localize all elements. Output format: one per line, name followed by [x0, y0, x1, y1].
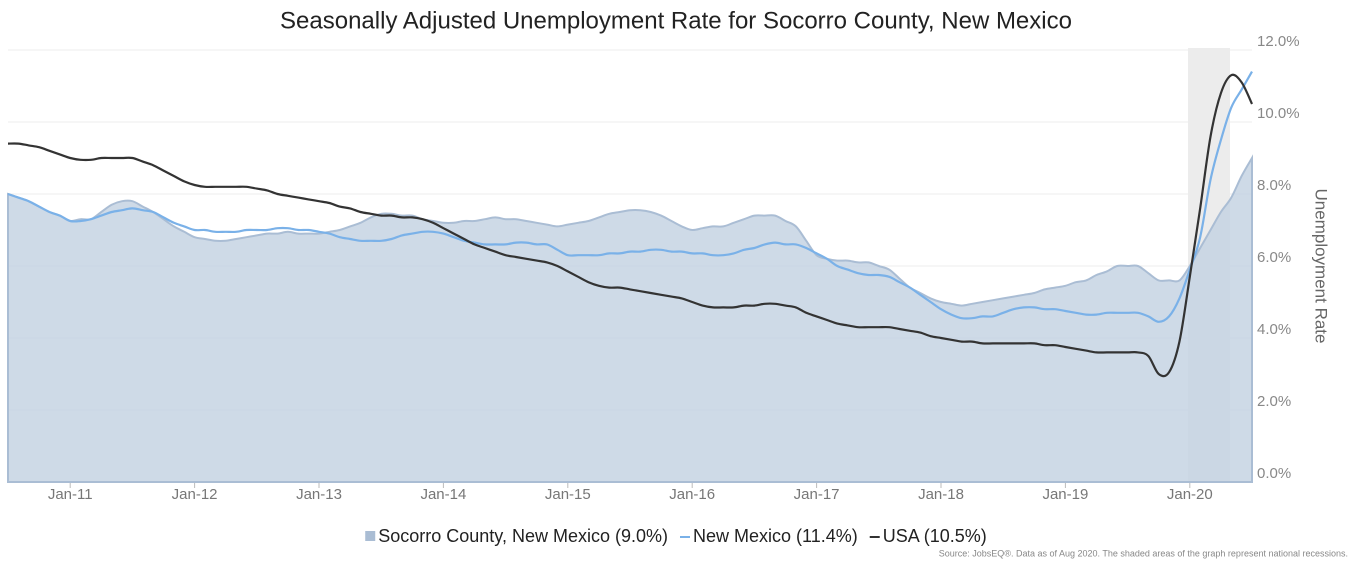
legend-label: New Mexico (11.4%) [693, 526, 858, 546]
x-tick-label: Jan-17 [794, 486, 840, 503]
y-tick-label: 2.0% [1257, 393, 1291, 410]
y-tick-label: 0.0% [1257, 465, 1291, 482]
y-tick-label: 12.0% [1257, 33, 1300, 50]
source-note: Source: JobsEQ®. Data as of Aug 2020. Th… [939, 548, 1348, 558]
x-tick-label: Jan-18 [918, 486, 964, 503]
x-tick-label: Jan-16 [669, 486, 715, 503]
legend-label: Socorro County, New Mexico (9.0%) [378, 526, 668, 546]
area [7, 154, 1253, 483]
y-axis-label: Unemployment Rate [1312, 189, 1331, 344]
line [7, 73, 1253, 378]
legend-swatch [365, 531, 376, 541]
x-tick-label: Jan-19 [1042, 486, 1088, 503]
chart-title: Seasonally Adjusted Unemployment Rate fo… [280, 7, 1072, 34]
y-tick-label: 4.0% [1257, 321, 1291, 338]
y-tick-label: 10.0% [1257, 105, 1300, 122]
y-tick-label: 8.0% [1257, 177, 1291, 194]
x-tick-label: Jan-11 [48, 486, 93, 503]
legend: Socorro County, New Mexico (9.0%) New Mex… [365, 526, 987, 546]
line [7, 71, 1253, 323]
y-tick-label: 6.0% [1257, 249, 1291, 266]
legend-label: USA (10.5%) [883, 526, 987, 546]
x-tick-label: Jan-15 [545, 486, 591, 503]
x-tick-label: Jan-12 [172, 486, 218, 503]
x-tick-label: Jan-13 [296, 486, 342, 503]
x-tick-label: Jan-14 [420, 486, 466, 503]
x-tick-label: Jan-20 [1167, 486, 1213, 503]
